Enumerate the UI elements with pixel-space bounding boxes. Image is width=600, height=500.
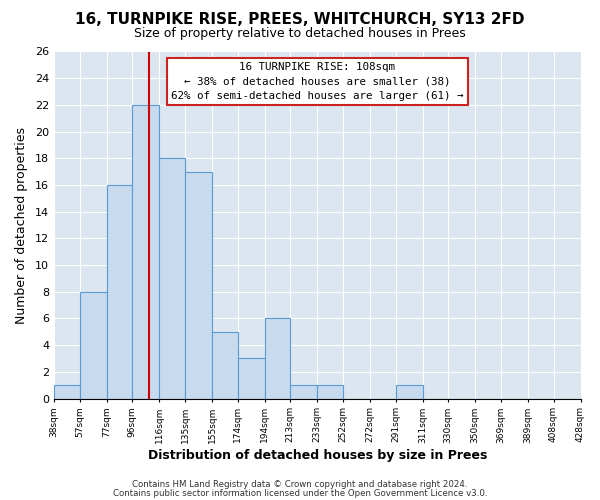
Bar [160, 158, 185, 398]
Text: Contains HM Land Registry data © Crown copyright and database right 2024.: Contains HM Land Registry data © Crown c… [132, 480, 468, 489]
Bar [133, 105, 160, 399]
Bar [107, 185, 133, 398]
Bar [317, 385, 343, 398]
X-axis label: Distribution of detached houses by size in Prees: Distribution of detached houses by size … [148, 450, 487, 462]
Text: 16 TURNPIKE RISE: 108sqm
← 38% of detached houses are smaller (38)
62% of semi-d: 16 TURNPIKE RISE: 108sqm ← 38% of detach… [171, 62, 464, 100]
Bar [185, 172, 212, 398]
Bar [212, 332, 238, 398]
Bar [238, 358, 265, 399]
Bar [581, 385, 600, 398]
Bar [265, 318, 290, 398]
Bar [80, 292, 107, 399]
Bar [290, 385, 317, 398]
Bar [54, 385, 80, 398]
Text: 16, TURNPIKE RISE, PREES, WHITCHURCH, SY13 2FD: 16, TURNPIKE RISE, PREES, WHITCHURCH, SY… [75, 12, 525, 28]
Text: Size of property relative to detached houses in Prees: Size of property relative to detached ho… [134, 28, 466, 40]
Text: Contains public sector information licensed under the Open Government Licence v3: Contains public sector information licen… [113, 488, 487, 498]
Y-axis label: Number of detached properties: Number of detached properties [15, 126, 28, 324]
Bar [395, 385, 422, 398]
